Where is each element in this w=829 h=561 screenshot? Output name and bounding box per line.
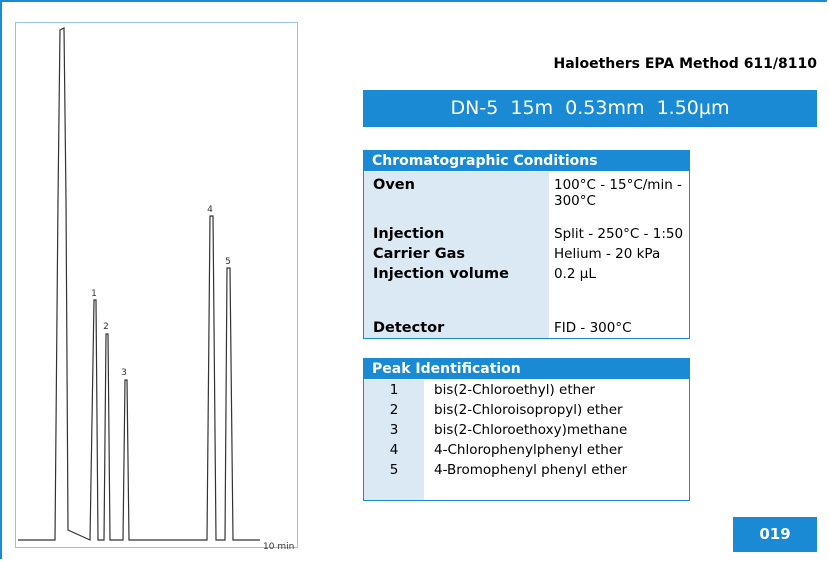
peak-number: 3	[389, 422, 399, 438]
column-banner: DN-5 15m 0.53mm 1.50µm	[363, 90, 817, 127]
peaks-table: Peak Identification 1 bis(2-Chloroethyl) …	[363, 358, 690, 501]
condition-label: Injection	[373, 226, 445, 242]
peak-name: bis(2-Chloroethyl) ether	[434, 382, 596, 398]
condition-value: Split - 250°C - 1:50	[554, 226, 684, 242]
condition-value: 100°C - 15°C/min - 300°C	[554, 177, 682, 209]
conditions-table: Chromatographic Conditions Oven 100°C - 1…	[363, 150, 690, 339]
peak-label: 4	[207, 205, 213, 215]
number-column	[364, 380, 424, 500]
peak-name: bis(2-Chloroisopropyl) ether	[434, 402, 623, 418]
table-header: Chromatographic Conditions	[364, 151, 689, 171]
condition-label: Injection volume	[373, 266, 510, 282]
chromatogram-box	[15, 22, 298, 548]
peak-name: 4-Bromophenyl phenyl ether	[434, 462, 628, 478]
condition-value: Helium - 20 kPa	[554, 246, 661, 262]
peak-number: 5	[389, 462, 399, 478]
condition-value: 0.2 µL	[554, 266, 596, 282]
peak-name: 4-Chlorophenylphenyl ether	[434, 442, 623, 458]
title: Haloethers EPA Method 611/8110	[553, 56, 818, 72]
condition-label: Carrier Gas	[373, 246, 466, 262]
peak-name: bis(2-Chloroethoxy)methane	[434, 422, 628, 438]
peak-label: 3	[121, 368, 127, 378]
peak-number: 4	[389, 442, 399, 458]
condition-label: Oven	[373, 177, 415, 193]
axis-label: 10 min	[263, 542, 294, 552]
condition-value: FID - 300°C	[554, 320, 632, 336]
table-header: Peak Identification	[364, 359, 689, 379]
code-box: 019	[733, 517, 817, 552]
peak-number: 1	[389, 382, 399, 398]
chromatogram: 1 2 3 4 5 10 min	[18, 27, 294, 552]
peak-label: 5	[225, 257, 231, 267]
label-column	[364, 172, 549, 338]
peak-label: 2	[103, 322, 109, 332]
peak-number: 2	[389, 402, 399, 418]
peak-label: 1	[91, 289, 97, 299]
trace	[18, 27, 260, 541]
condition-label: Detector	[373, 320, 445, 336]
